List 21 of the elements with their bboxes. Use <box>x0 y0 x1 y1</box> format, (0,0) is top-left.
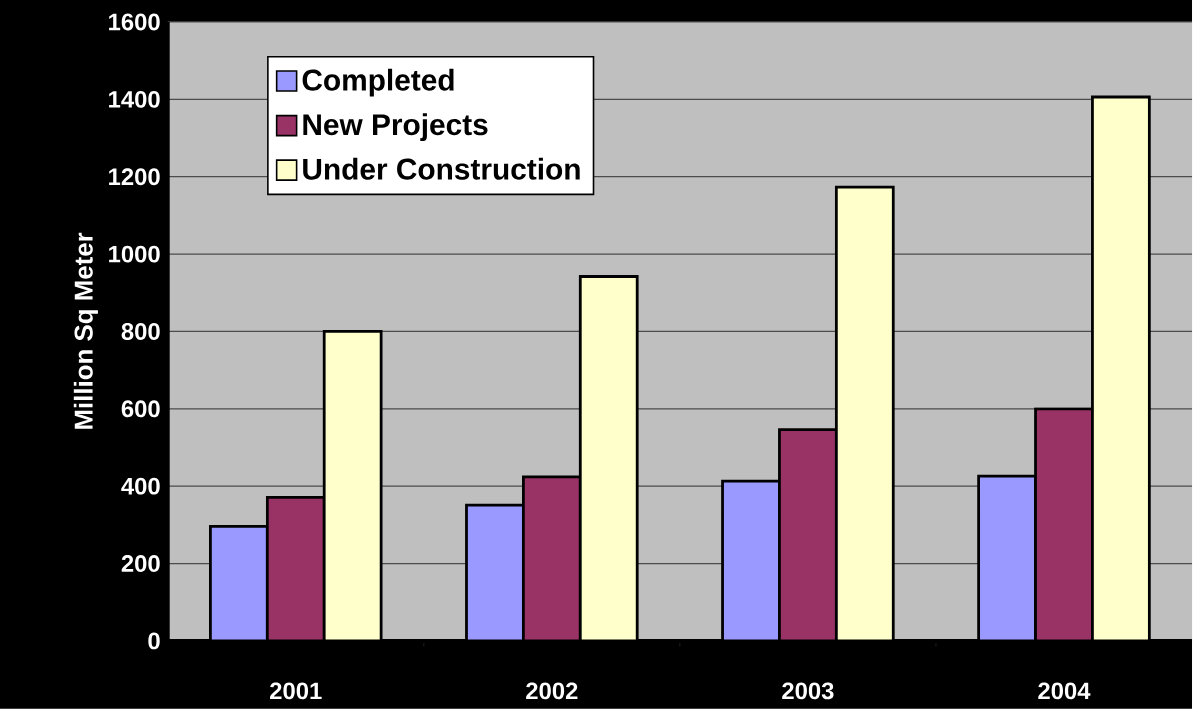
legend-label: Completed <box>302 68 454 97</box>
y-tick-label: 200 <box>121 555 160 573</box>
x-tick-label: 2004 <box>1038 682 1091 700</box>
x-tick-label: 2002 <box>526 682 578 700</box>
y-tick-label: 400 <box>121 477 160 495</box>
y-axis-title: Million Sq Meter <box>73 232 98 429</box>
y-tick-label: 1600 <box>109 13 160 31</box>
y-tick-label: 0 <box>148 632 160 650</box>
y-tick-label: 800 <box>121 323 160 340</box>
bar <box>778 428 838 642</box>
y-tick-label: 1000 <box>109 245 160 263</box>
y-tick-label: 1400 <box>109 90 160 108</box>
x-tick-label: 2003 <box>782 682 834 700</box>
bar <box>1034 407 1094 642</box>
legend-label: Under Construction <box>303 157 580 180</box>
y-tick-label: 600 <box>121 400 160 418</box>
legend-label: New Projects <box>303 113 488 142</box>
bar <box>209 525 269 642</box>
y-tick-label: 1200 <box>109 168 160 186</box>
x-tick-label: 2001 <box>270 682 322 700</box>
bar <box>1091 95 1151 642</box>
